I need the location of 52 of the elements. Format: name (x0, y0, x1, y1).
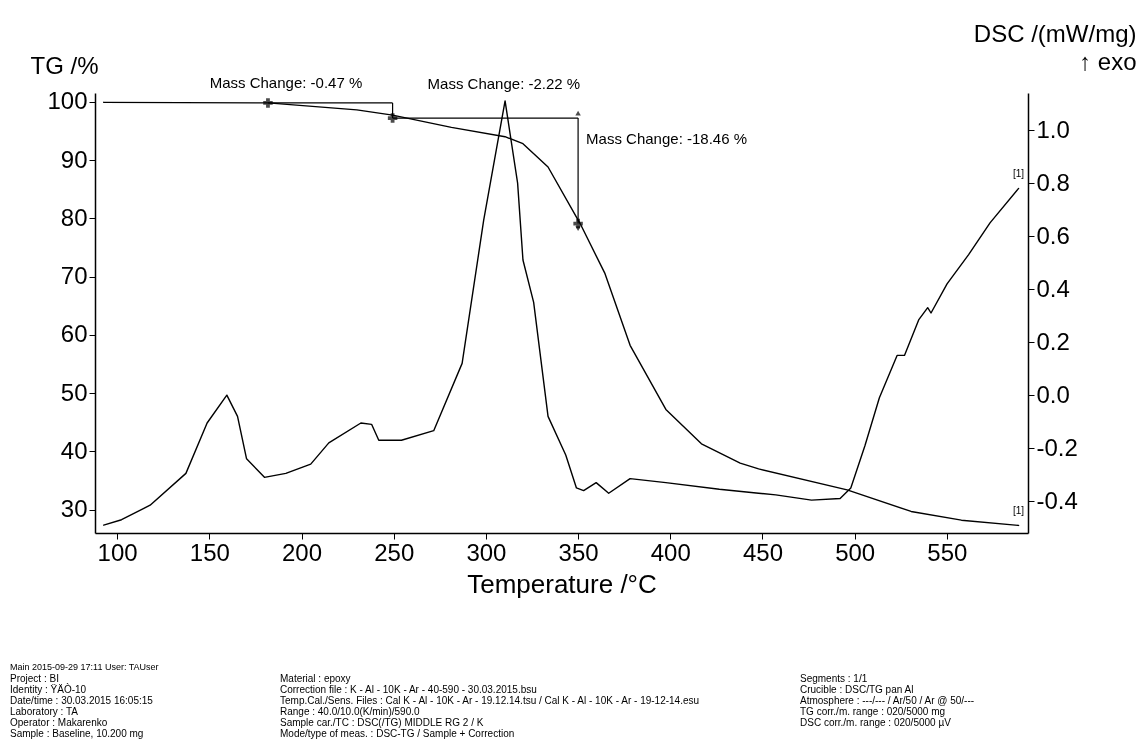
text: Sample : Baseline, 10.200 mg (10, 728, 145, 739)
y-tick-label: 70 (60, 262, 88, 290)
y-tick-label: 100 (47, 87, 88, 115)
x-tick-label: 250 (374, 538, 415, 566)
y-axis-title: TG /% (30, 51, 99, 79)
series-label: [1] (1013, 505, 1025, 517)
y-tick-label: 30 (60, 495, 88, 523)
text: Crucible : DSC/TG pan Al (800, 684, 914, 695)
annotation: Mass Change: -0.47 % (209, 73, 363, 91)
y-tick-label: 90 (60, 145, 88, 173)
x-tick-label: 550 (927, 538, 968, 566)
text: Material : epoxy (280, 673, 352, 684)
x-tick-label: 450 (742, 538, 784, 566)
text: DSC corr./m. range : 020/5000 µV (800, 717, 952, 728)
text: Operator : Makarenko (10, 717, 108, 728)
text: TG corr./m. range : 020/5000 mg (800, 706, 946, 717)
y2-tick-label: 1.0 (1036, 115, 1070, 143)
text: Atmosphere : ---/--- / Ar/50 / Ar @ 50/--- (800, 695, 976, 706)
annotation: Mass Change: -2.22 % (427, 75, 581, 93)
series-label: [1] (1013, 168, 1025, 180)
text: Mode/type of meas. : DSC-TG / Sample + Correction (280, 728, 516, 739)
text: Range : 40.0/10.0(K/min)/590.0 (280, 706, 421, 717)
y2-tick-label: 0.2 (1036, 327, 1070, 355)
annotation: Mass Change: -18.46 % (586, 129, 748, 147)
y-tick-label: 50 (60, 378, 88, 406)
text: Project : BI (10, 673, 59, 684)
x-tick-label: 100 (97, 538, 138, 566)
text: Identity : ŸÄÒ-10 (10, 684, 87, 695)
text: Temp.Cal./Sens. Files : Cal K - Al - 10K - Ar - 19.12.14.tsu / Cal K - Al - 10K - Ar - 19-12-14.esu (280, 695, 701, 706)
y2-tick-label: -0.2 (1036, 433, 1078, 461)
x-tick-label: 350 (558, 538, 599, 566)
y2-tick-label: -0.4 (1036, 486, 1078, 514)
x-tick-label: 150 (189, 538, 230, 566)
text: Main 2015-09-29 17:11 User: TAUser (10, 662, 160, 673)
y-tick-label: 80 (60, 203, 88, 231)
x-tick-label: 500 (835, 538, 876, 566)
x-tick-label: 400 (650, 538, 691, 566)
x-tick-label: 300 (466, 538, 507, 566)
text: Laboratory : TA (10, 706, 78, 717)
y2-tick-label: 0.4 (1036, 274, 1070, 302)
y-tick-label: 60 (60, 320, 88, 348)
text: Date/time : 30.03.2015 16:05:15 (10, 695, 154, 706)
text: Sample car./TC : DSC(/TG) MIDDLE RG 2 / K (280, 717, 484, 728)
text: Correction file : K - Al - 10K - Ar - 40-590 - 30.03.2015.bsu (280, 684, 538, 695)
y-tick-label: 40 (60, 436, 88, 464)
x-axis-title: Temperature /°C (467, 568, 657, 599)
x-tick-label: 200 (281, 538, 323, 566)
y2-tick-label: 0.0 (1036, 380, 1070, 408)
y2-axis-title: DSC /(mW/mg) ↑ exo (973, 19, 1137, 75)
text: Segments : 1/1 (800, 673, 868, 684)
y2-tick-label: 0.8 (1036, 168, 1070, 196)
y2-tick-label: 0.6 (1036, 221, 1070, 249)
